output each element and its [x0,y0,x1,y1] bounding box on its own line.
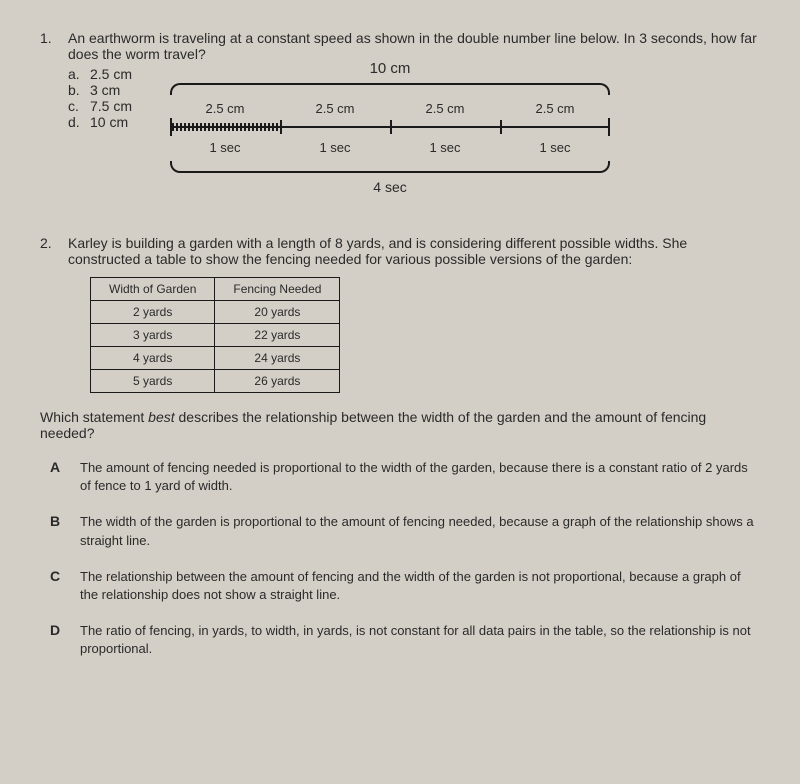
double-number-line-diagram: 10 cm 2.5 cm 2.5 cm 2.5 cm 2.5 cm 1 sec … [170,60,610,195]
table-header-row: Width of Garden Fencing Needed [91,278,340,301]
q2-answer-c: C The relationship between the amount of… [50,568,760,604]
q2-header: 2. Karley is building a garden with a le… [40,235,760,267]
q2-answer-options: A The amount of fencing needed is propor… [50,459,760,659]
question-2: 2. Karley is building a garden with a le… [40,235,760,659]
q1-number: 1. [40,30,68,46]
top-bracket [170,83,610,95]
q1-header: 1. An earthworm is traveling at a consta… [40,30,760,62]
bottom-segment-labels: 1 sec 1 sec 1 sec 1 sec [170,140,610,155]
top-segment-labels: 2.5 cm 2.5 cm 2.5 cm 2.5 cm [170,101,610,116]
table-row: 2 yards 20 yards [91,301,340,324]
diagram-bottom-total: 4 sec [170,179,610,195]
q2-number: 2. [40,235,68,251]
q1-text: An earthworm is traveling at a constant … [68,30,760,62]
bottom-bracket [170,161,610,173]
q2-answer-d: D The ratio of fencing, in yards, to wid… [50,622,760,658]
garden-table: Width of Garden Fencing Needed 2 yards 2… [90,277,340,393]
diagram-top-total: 10 cm [170,60,610,77]
q2-answer-a: A The amount of fencing needed is propor… [50,459,760,495]
table-row: 4 yards 24 yards [91,347,340,370]
number-line [170,120,610,134]
q2-subquestion: Which statement best describes the relat… [40,409,760,441]
table-row: 3 yards 22 yards [91,324,340,347]
question-1: 1. An earthworm is traveling at a consta… [40,30,760,195]
shaded-first-segment [170,123,282,131]
q2-answer-b: B The width of the garden is proportiona… [50,513,760,549]
q2-text: Karley is building a garden with a lengt… [68,235,760,267]
table-row: 5 yards 26 yards [91,370,340,393]
